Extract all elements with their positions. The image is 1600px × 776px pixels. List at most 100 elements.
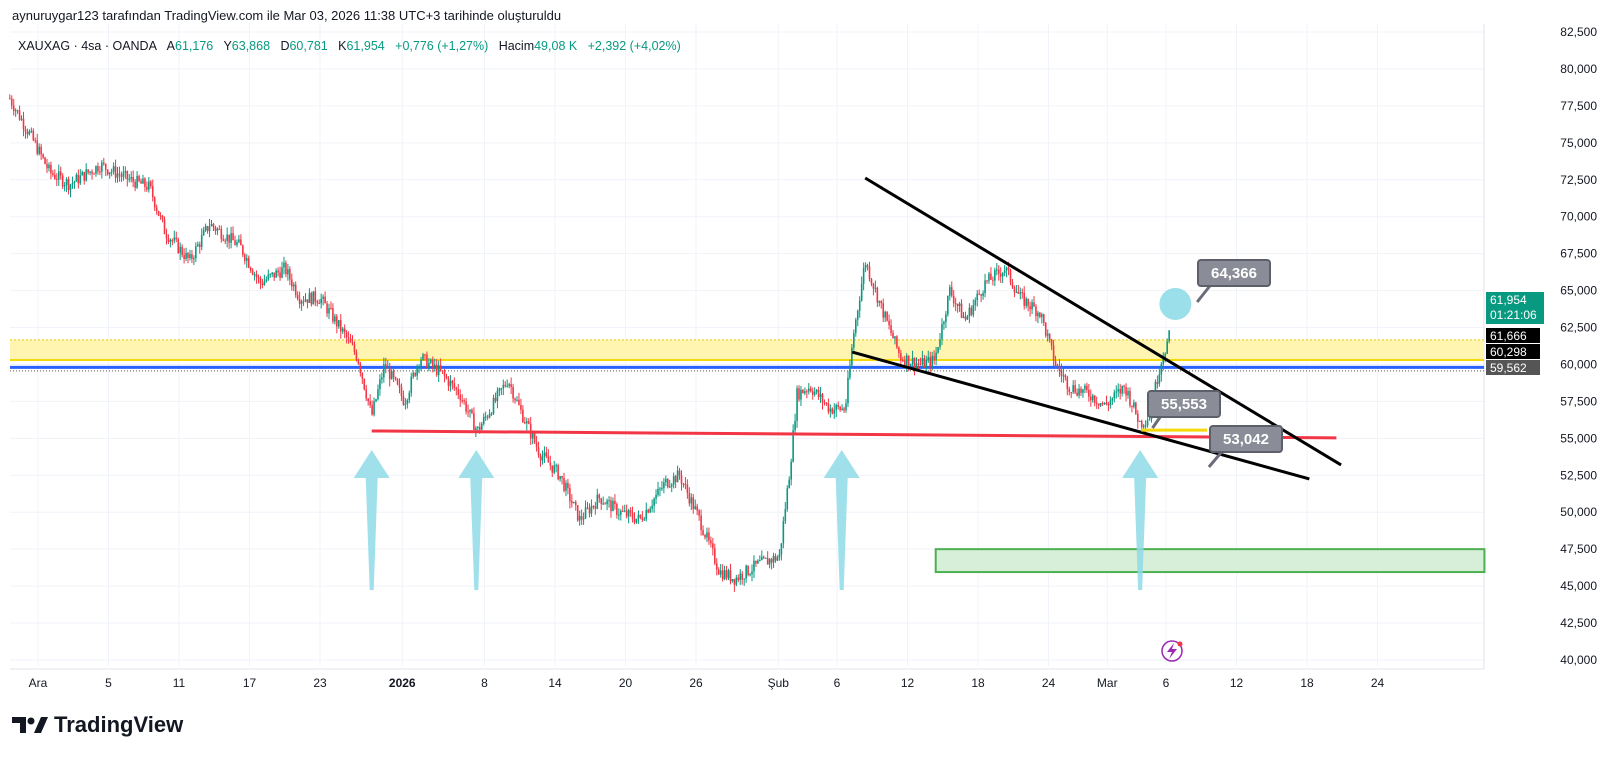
candle-body <box>502 384 505 389</box>
candle-body <box>692 497 695 510</box>
candle-body <box>571 501 573 504</box>
candle-body <box>146 186 148 190</box>
candle-body <box>573 501 575 504</box>
candle-body <box>1084 385 1086 390</box>
candle-body <box>273 272 275 278</box>
upper-trendline <box>864 176 1342 467</box>
candle-body <box>825 402 828 404</box>
candle-body <box>937 347 939 353</box>
candle-body <box>50 164 52 174</box>
candle-body <box>935 352 937 360</box>
candle-body <box>1090 396 1092 401</box>
candle-body <box>1127 391 1129 396</box>
candle-body <box>759 560 761 562</box>
candle-body <box>625 510 628 517</box>
candle-body <box>637 514 640 519</box>
candle-body <box>911 357 914 365</box>
candle-body <box>950 287 953 296</box>
candle-body <box>432 359 434 367</box>
y-tick-label: 65,000 <box>1560 284 1597 298</box>
candle-body <box>547 456 550 463</box>
candle-body <box>112 166 115 172</box>
candle-body <box>228 234 230 243</box>
candle-body <box>210 223 213 227</box>
candle-body <box>91 171 93 174</box>
candle-body <box>700 515 702 531</box>
candle-body <box>1158 374 1161 384</box>
candle-body <box>263 281 266 286</box>
candle-body <box>73 181 76 184</box>
candle-body <box>876 287 879 303</box>
candle-body <box>764 557 767 559</box>
candle-body <box>706 532 708 538</box>
candle-body <box>455 387 458 390</box>
candle-body <box>285 262 287 275</box>
candle-body <box>1058 365 1061 371</box>
candle-body <box>161 215 164 220</box>
candle-body <box>565 482 567 491</box>
candle-body <box>339 320 342 332</box>
candle-body <box>527 421 530 424</box>
candle-body <box>1095 402 1098 404</box>
candle-body <box>827 403 830 412</box>
candle-body <box>680 475 683 484</box>
candle-body <box>678 470 681 476</box>
candle-body <box>890 325 892 333</box>
candle-body <box>1044 322 1047 336</box>
candle-body <box>212 223 215 228</box>
candle-body <box>1029 306 1031 310</box>
candle-body <box>543 452 546 457</box>
candle-body <box>578 516 581 521</box>
candle-body <box>294 284 297 296</box>
symbol-name[interactable]: XAUXAG · 4sa · OANDA <box>18 39 157 53</box>
candle-body <box>232 233 234 241</box>
tradingview-logo[interactable]: TradingView <box>12 712 183 738</box>
candle-body <box>465 401 467 412</box>
candle-body <box>614 500 616 505</box>
x-tick-label: 2026 <box>389 676 416 690</box>
candle-body <box>381 377 383 380</box>
candle-body <box>1131 405 1133 407</box>
candle-body <box>657 488 659 495</box>
candle-body <box>383 364 385 378</box>
candle-body <box>52 173 54 175</box>
candle-body <box>410 376 413 393</box>
candle-body <box>780 543 783 555</box>
candle-body <box>569 488 571 502</box>
candle-body <box>915 363 918 369</box>
candle-body <box>931 355 933 367</box>
candle-body <box>202 230 205 236</box>
candle-body <box>980 294 982 296</box>
candle-body <box>639 514 642 518</box>
candle-body <box>539 455 542 461</box>
candle-body <box>1133 402 1135 407</box>
candle-body <box>433 364 436 367</box>
candle-body <box>14 110 17 112</box>
x-tick-label: 18 <box>971 676 985 690</box>
candle-body <box>449 380 452 387</box>
candle-body <box>1162 359 1165 364</box>
price-chart[interactable]: 82,500 80,000 77,500 75,000 72,500 70,000 67,5… <box>0 24 1600 694</box>
candle-body <box>44 157 46 164</box>
candle-body <box>690 497 693 504</box>
candle-body <box>48 164 50 169</box>
candle-body <box>148 181 150 190</box>
candle-body <box>155 207 158 211</box>
candle-body <box>817 389 820 398</box>
candle-body <box>809 388 812 392</box>
candle-body <box>856 310 859 320</box>
candle-body <box>964 316 967 320</box>
candle-body <box>939 339 941 348</box>
candle-body <box>582 518 585 520</box>
candle-body <box>488 413 491 418</box>
candle-body <box>302 301 305 303</box>
candle-body <box>206 226 209 232</box>
candle-body <box>782 521 785 544</box>
candle-body <box>1148 419 1151 421</box>
candle-body <box>89 171 91 173</box>
candle-body <box>586 507 589 509</box>
y-tick-label: 72,500 <box>1560 173 1597 187</box>
candle-body <box>943 321 945 325</box>
candle-body <box>1023 292 1026 306</box>
candle-body <box>318 303 321 305</box>
